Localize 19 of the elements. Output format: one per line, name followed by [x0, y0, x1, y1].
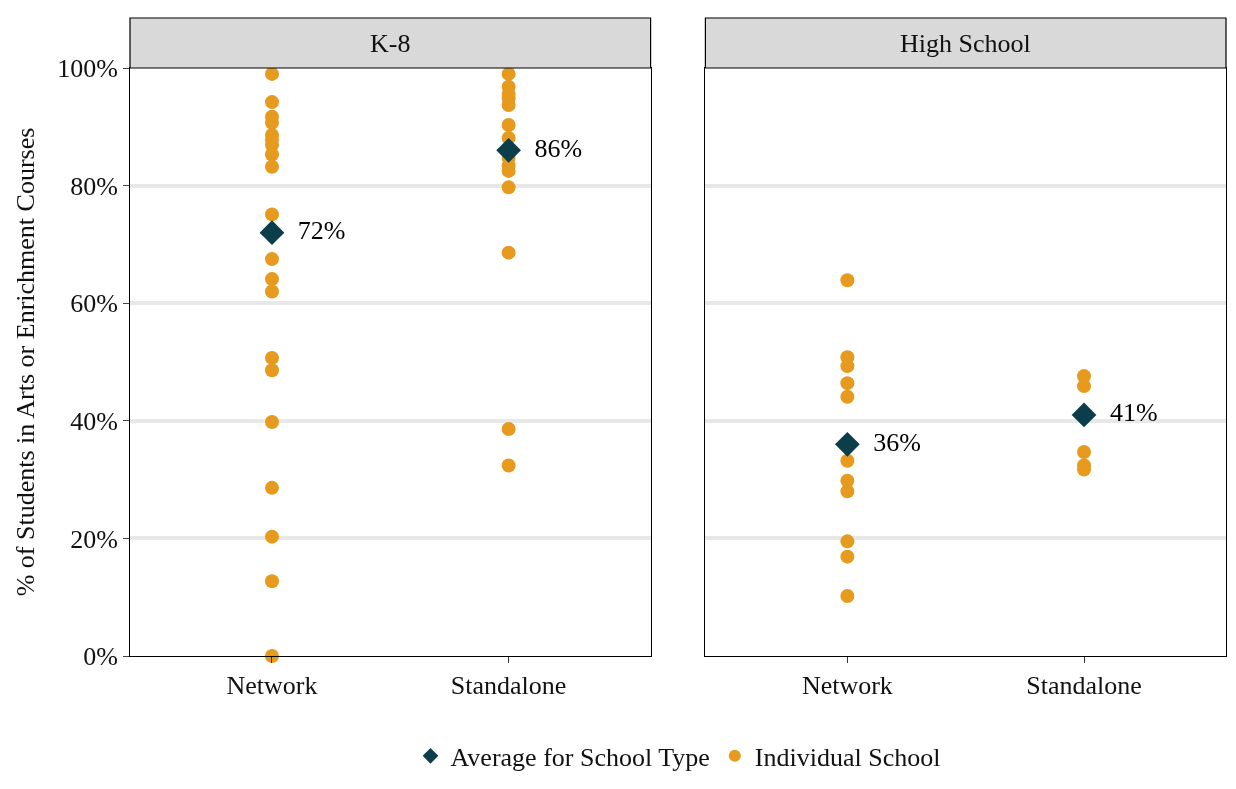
- y-tick-label: 20%: [70, 524, 118, 554]
- data-label: 41%: [1096, 398, 1158, 428]
- legend-label: Individual School: [754, 742, 941, 772]
- chart-title: High School: [900, 29, 1031, 58]
- data-label: 86%: [521, 133, 583, 163]
- y-tick-label: 60%: [70, 289, 118, 319]
- data-label: 36%: [860, 427, 921, 457]
- y-tick-label: 100%: [57, 54, 118, 84]
- y-tick-label: 40%: [70, 406, 118, 436]
- chart-title: K-8: [370, 29, 411, 58]
- x-tick-label: Standalone: [1026, 671, 1142, 701]
- y-axis-title: % of Students in Arts or Enrichment Courses: [10, 127, 40, 597]
- y-tick-label: 80%: [70, 171, 118, 201]
- x-tick-label: Standalone: [450, 671, 567, 701]
- data-label: 72%: [284, 216, 346, 246]
- x-tick-label: Network: [226, 671, 318, 701]
- legend-label: Average for School Type: [450, 742, 710, 772]
- y-tick-label: 0%: [83, 642, 118, 672]
- x-tick-label: Network: [801, 671, 893, 701]
